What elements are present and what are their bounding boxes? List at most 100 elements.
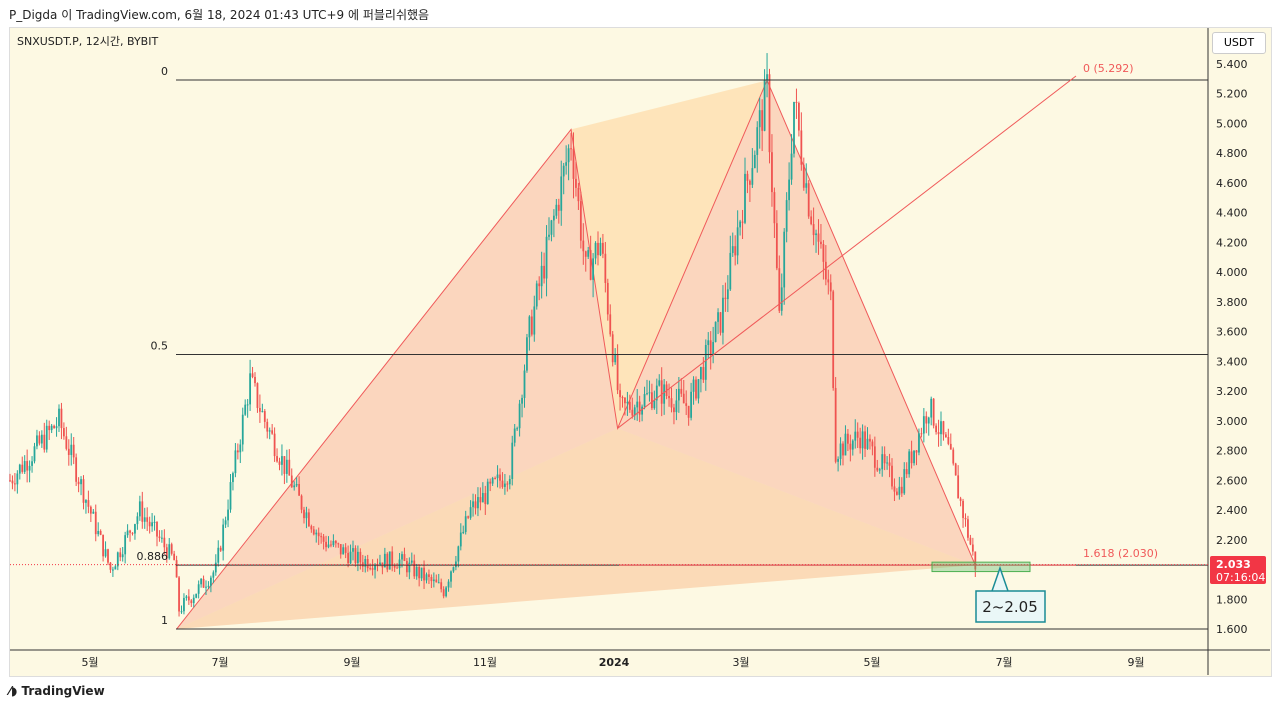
y-tick-label: 4.200 [1216, 236, 1248, 249]
candle-body [82, 479, 85, 503]
candle-body [214, 562, 217, 573]
candle-body [749, 180, 751, 185]
candle-body [785, 200, 788, 232]
candle-body [778, 268, 781, 311]
x-tick-label: 5월 [863, 656, 880, 669]
candle-body [567, 148, 570, 163]
candle-body [940, 421, 942, 435]
candle-body [486, 481, 489, 505]
candle-body [798, 103, 800, 131]
candle-body [116, 552, 119, 567]
candle-body [36, 435, 38, 447]
candle-body [609, 314, 612, 335]
candle-body [896, 491, 898, 495]
candle-body [23, 461, 26, 472]
candle-body [570, 148, 572, 150]
candle-body [197, 584, 200, 594]
candle-body [138, 501, 141, 517]
candle-body [239, 444, 242, 453]
currency-button[interactable]: USDT [1212, 32, 1266, 54]
tradingview-logo: ⁄◗ TradingView [9, 684, 105, 698]
candle-body [26, 461, 29, 471]
candle-body [851, 440, 854, 450]
candle-body [187, 596, 190, 601]
candle-body [949, 443, 952, 450]
candle-body [597, 242, 599, 256]
candle-body [962, 500, 964, 518]
candle-body [494, 477, 496, 479]
y-tick-label: 2.800 [1216, 445, 1248, 458]
extension-label: 1.618 (2.030) [1083, 547, 1158, 560]
candle-body [70, 444, 73, 455]
candle-body [315, 532, 318, 535]
fib-right-label: 0 (5.292) [1083, 62, 1134, 75]
candle-body [283, 456, 286, 474]
candle-body [406, 560, 408, 573]
candle-body [829, 282, 832, 292]
x-tick-label: 9월 [1127, 656, 1144, 669]
candle-body [812, 224, 815, 236]
candle-body [876, 467, 879, 471]
candle-body [942, 421, 945, 435]
candle-body [584, 251, 587, 257]
candle-body [763, 79, 766, 131]
candle-body [80, 479, 82, 485]
candle-body [832, 291, 835, 389]
candle-body [401, 554, 403, 560]
candle-body [616, 354, 619, 391]
y-tick-label: 4.600 [1216, 177, 1248, 190]
callout-box [975, 565, 1046, 623]
x-tick-label: 7월 [995, 656, 1012, 669]
candle-body [18, 464, 21, 474]
candle-body [788, 179, 790, 201]
candle-body [900, 486, 903, 494]
candle-body [631, 409, 634, 416]
candle-body [452, 567, 455, 572]
candle-body [621, 397, 624, 399]
y-tick-label: 4.800 [1216, 147, 1248, 160]
chart-pane[interactable] [9, 27, 1272, 677]
candle-body [469, 507, 472, 518]
candle-body [293, 485, 296, 488]
candle-body [281, 456, 283, 465]
candle-body [712, 341, 715, 355]
candle-body [359, 551, 362, 563]
candle-body [945, 434, 947, 438]
candle-body [957, 475, 960, 499]
candle-body [244, 404, 247, 415]
candle-body [298, 484, 300, 496]
candle-body [827, 279, 830, 283]
candle-body [820, 241, 822, 245]
candle-body [65, 436, 68, 449]
candle-body [562, 165, 565, 177]
candle-body [232, 473, 234, 483]
candle-body [518, 403, 521, 429]
candle-body [376, 565, 379, 567]
candle-body [153, 521, 156, 523]
candle-body [310, 526, 313, 530]
candle-body [295, 484, 298, 486]
candle-body [952, 449, 955, 464]
y-tick-label: 4.400 [1216, 207, 1248, 220]
candle-body [450, 571, 452, 582]
candle-body [859, 437, 862, 449]
candle-body [898, 486, 901, 495]
harmonic-bcd-fill [617, 80, 976, 566]
candle-body [148, 521, 151, 527]
candle-body [888, 462, 891, 466]
harmonic-xab-fill [176, 129, 618, 630]
y-tick-label: 2.400 [1216, 504, 1248, 517]
candle-body [477, 497, 479, 509]
candle-body [28, 465, 31, 471]
candle-body [112, 569, 114, 571]
y-tick-label: 5.200 [1216, 88, 1248, 101]
candle-body [40, 434, 43, 444]
candle-body [513, 428, 516, 443]
candle-body [538, 283, 541, 287]
candle-body [418, 566, 421, 579]
candle-body [795, 101, 798, 104]
candle-body [330, 544, 332, 546]
candle-body [266, 421, 269, 432]
candle-body [109, 562, 112, 570]
